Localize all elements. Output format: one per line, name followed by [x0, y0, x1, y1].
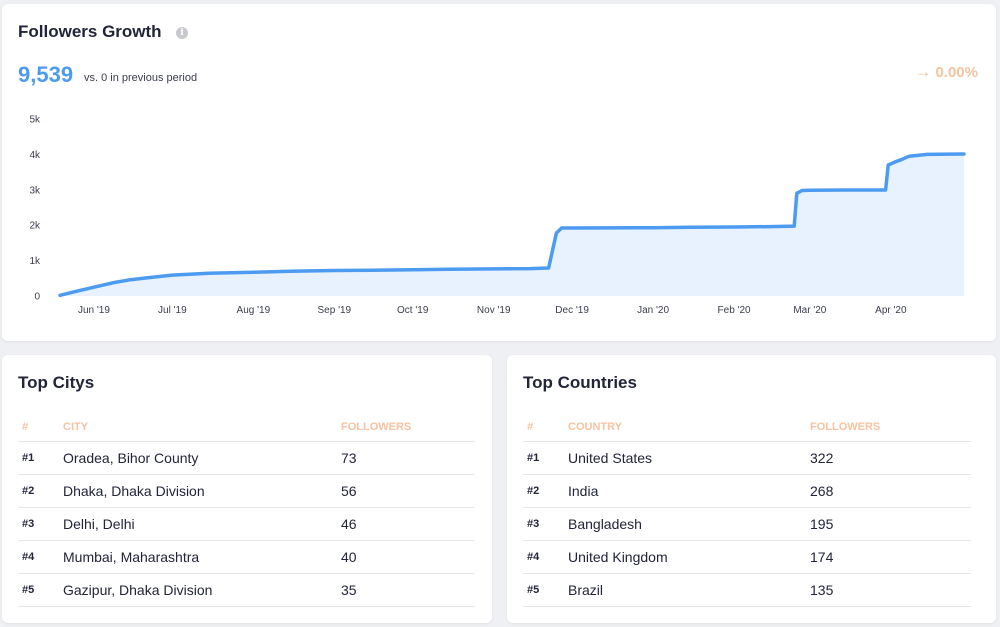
- country-cell: Bangladesh: [568, 507, 810, 541]
- y-tick-label: 2k: [29, 221, 41, 232]
- y-tick-label: 4k: [29, 150, 41, 161]
- table-row: #1 Oradea, Bihor County 73: [18, 441, 474, 475]
- city-cell: Delhi, Delhi: [63, 507, 341, 541]
- series-area: [60, 154, 964, 296]
- followers-growth-chart: 0 1k 2k 3k 4k 5k Jun '19 Jul '19 Aug '19 Sep '19 O…: [29, 115, 966, 316]
- city-cell: Mumbai, Maharashtra: [63, 540, 341, 574]
- followers-cell: 322: [810, 441, 971, 475]
- change-indicator: → 0.00%: [914, 62, 978, 82]
- table-row: #2 India 268: [523, 474, 971, 508]
- x-tick-label: Dec '19: [555, 305, 589, 316]
- rank-cell: #3: [523, 507, 568, 541]
- table-row: #4 United Kingdom 174: [523, 540, 971, 574]
- column-header-followers: FOLLOWERS: [810, 413, 971, 442]
- city-cell: Oradea, Bihor County: [63, 441, 341, 475]
- rank-cell: #4: [523, 540, 568, 574]
- table-row: #1 United States 322: [523, 441, 971, 475]
- table-row: #2 Dhaka, Dhaka Division 56: [18, 474, 474, 508]
- followers-cell: 195: [810, 507, 971, 541]
- column-header-followers: FOLLOWERS: [341, 413, 474, 442]
- x-tick-label: Jun '19: [78, 305, 110, 316]
- top-cities-title: Top Citys: [18, 373, 95, 392]
- top-cities-card: Top Citys # CITY FOLLOWERS #1 Oradea, Bi…: [2, 355, 492, 623]
- table-row: #3 Delhi, Delhi 46: [18, 507, 474, 541]
- top-countries-card: Top Countries # COUNTRY FOLLOWERS #1 Uni…: [507, 355, 996, 623]
- followers-cell: 35: [341, 573, 474, 607]
- rank-cell: #3: [18, 507, 63, 541]
- top-cities-table: # CITY FOLLOWERS #1 Oradea, Bihor County…: [18, 413, 474, 607]
- x-tick-label: Jan '20: [637, 305, 669, 316]
- table-header-row: # CITY FOLLOWERS: [18, 413, 474, 442]
- rank-cell: #5: [523, 573, 568, 607]
- followers-cell: 174: [810, 540, 971, 574]
- x-tick-label: Mar '20: [793, 305, 826, 316]
- x-tick-label: Nov '19: [477, 305, 511, 316]
- total-followers-value: 9,539: [18, 62, 74, 87]
- rank-cell: #5: [18, 573, 63, 607]
- table-row: #4 Mumbai, Maharashtra 40: [18, 540, 474, 574]
- x-tick-label: Jul '19: [158, 305, 187, 316]
- table-row: #3 Bangladesh 195: [523, 507, 971, 541]
- followers-cell: 73: [341, 441, 474, 475]
- comparison-text: vs. 0 in previous period: [84, 72, 198, 84]
- x-tick-label: Oct '19: [397, 305, 429, 316]
- series-line: [58, 152, 966, 298]
- top-countries-table: # COUNTRY FOLLOWERS #1 United States 322…: [523, 413, 971, 607]
- table-row: #5 Brazil 135: [523, 573, 971, 607]
- followers-cell: 268: [810, 474, 971, 508]
- x-tick-label: Aug '19: [237, 305, 271, 316]
- rank-cell: #2: [523, 474, 568, 508]
- rank-cell: #1: [18, 441, 63, 475]
- table-header-row: # COUNTRY FOLLOWERS: [523, 413, 971, 442]
- table-row: #5 Gazipur, Dhaka Division 35: [18, 573, 474, 607]
- x-tick-label: Feb '20: [718, 305, 751, 316]
- top-countries-title: Top Countries: [523, 373, 637, 392]
- column-header-country: COUNTRY: [568, 413, 810, 442]
- rank-cell: #1: [523, 441, 568, 475]
- column-header-rank: #: [523, 413, 568, 442]
- rank-cell: #4: [18, 540, 63, 574]
- y-tick-label: 3k: [29, 185, 41, 196]
- followers-cell: 46: [341, 507, 474, 541]
- followers-cell: 56: [341, 474, 474, 508]
- country-cell: United States: [568, 441, 810, 475]
- arrow-right-icon: →: [914, 62, 932, 81]
- x-tick-label: Apr '20: [875, 305, 907, 316]
- country-cell: Brazil: [568, 573, 810, 607]
- followers-cell: 40: [341, 540, 474, 574]
- rank-cell: #2: [18, 474, 63, 508]
- city-cell: Dhaka, Dhaka Division: [63, 474, 341, 508]
- country-cell: India: [568, 474, 810, 508]
- followers-growth-card: Followers Growth i 9,539 vs. 0 in previo…: [2, 4, 996, 341]
- change-value: 0.00%: [935, 63, 978, 81]
- column-header-rank: #: [18, 413, 63, 442]
- country-cell: United Kingdom: [568, 540, 810, 574]
- info-icon[interactable]: i: [176, 27, 188, 39]
- x-tick-label: Sep '19: [318, 305, 352, 316]
- column-header-city: CITY: [63, 413, 341, 442]
- followers-growth-title: Followers Growth: [18, 22, 162, 41]
- city-cell: Gazipur, Dhaka Division: [63, 573, 341, 607]
- followers-cell: 135: [810, 573, 971, 607]
- y-tick-label: 1k: [29, 256, 41, 267]
- y-tick-label: 5k: [29, 115, 41, 126]
- y-tick-label: 0: [34, 292, 40, 303]
